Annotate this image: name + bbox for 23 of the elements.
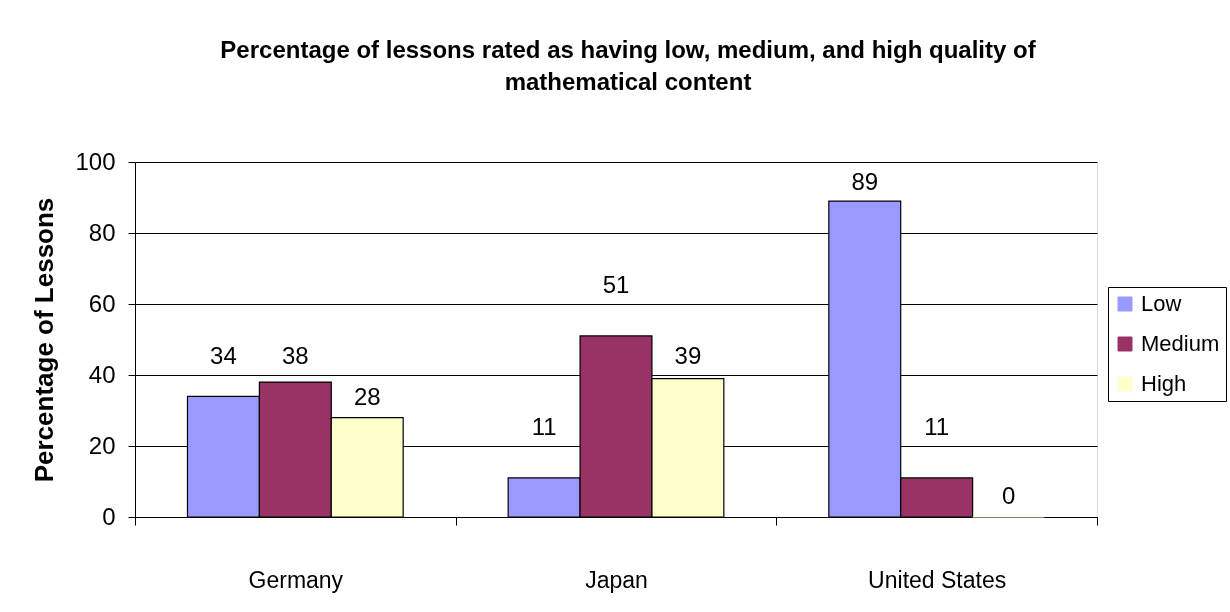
y-tick-label: 40 [88,360,116,388]
data-label: 0 [1001,482,1016,509]
x-tick-label: United States [868,566,1007,593]
data-label: 89 [851,168,879,196]
y-tick-label: 20 [88,431,116,459]
x-tick-label: Japan [585,566,648,593]
data-label: 11 [531,413,557,441]
x-tick-label: Germany [248,566,344,593]
chart-title: Percentage of lessons rated as having low, medium, and high quality of mathematical content [220,36,1037,95]
data-label: 39 [674,341,702,369]
y-tick-label: 0 [102,502,116,530]
legend-label: Medium [1141,331,1220,356]
data-label: 11 [924,413,950,441]
legend-label: Low [1141,291,1182,316]
y-tick-label: 80 [88,218,116,246]
y-axis-title: Percentage of Lessons [29,197,60,483]
legend-label: High [1141,371,1187,396]
y-tick-label: 60 [88,289,116,317]
y-tick-label: 100 [75,147,116,175]
data-label: 28 [353,382,381,410]
data-label: 38 [281,342,309,369]
data-label: 34 [210,342,237,369]
data-label: 51 [602,271,630,299]
